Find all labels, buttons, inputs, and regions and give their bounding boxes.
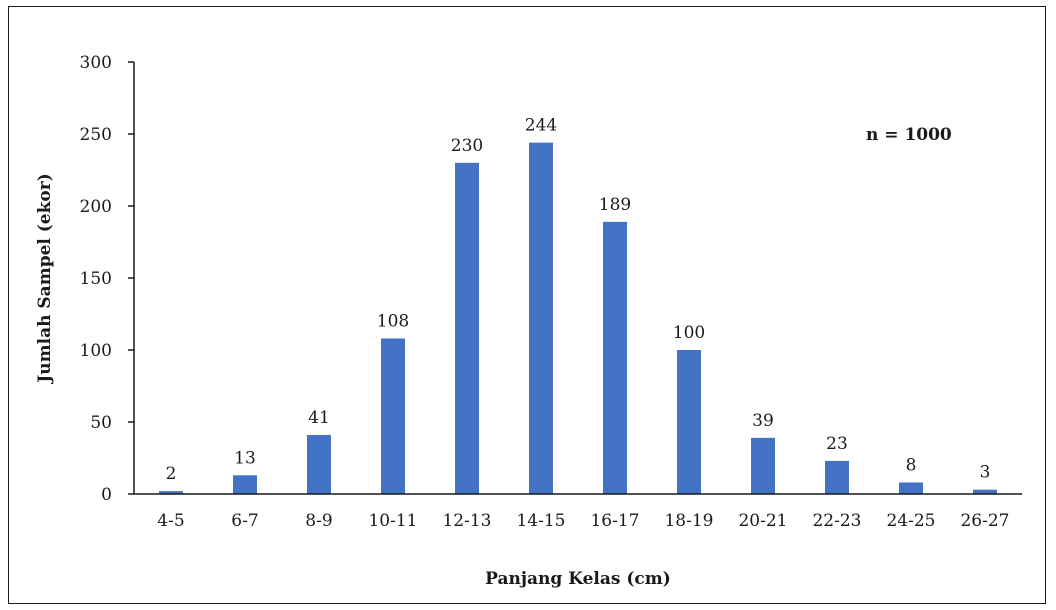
- data-label-10-11: 108: [377, 311, 409, 331]
- x-tick-label-8-9: 8-9: [305, 511, 332, 531]
- bar-24-25: [899, 482, 923, 494]
- bar-4-5: [159, 491, 183, 494]
- y-tick-label: 200: [80, 197, 112, 217]
- bar-20-21: [751, 437, 775, 494]
- sample-size-annotation: n = 1000: [866, 125, 952, 145]
- x-tick-label-16-17: 16-17: [590, 511, 639, 531]
- x-tick-label-6-7: 6-7: [231, 511, 258, 531]
- x-tick-label-26-27: 26-27: [960, 511, 1009, 531]
- x-tick-label-4-5: 4-5: [157, 511, 184, 531]
- bar-14-15: [529, 142, 553, 494]
- x-tick-label-14-15: 14-15: [516, 511, 565, 531]
- y-axis-title: Jumlah Sampel (ekor): [35, 173, 55, 384]
- bar-10-11: [381, 338, 405, 494]
- y-tick-label: 300: [80, 53, 112, 73]
- x-tick-label-18-19: 18-19: [664, 511, 713, 531]
- data-label-18-19: 100: [673, 323, 705, 343]
- y-tick-label: 150: [80, 269, 112, 289]
- data-label-16-17: 189: [599, 195, 631, 215]
- y-tick-label: 250: [80, 125, 112, 145]
- x-tick-label-10-11: 10-11: [368, 511, 417, 531]
- y-tick-label: 50: [90, 413, 112, 433]
- x-axis-title: Panjang Kelas (cm): [485, 569, 671, 589]
- data-labels-layer: 2 13 41 108 230 244 189 100 39 23 8 3: [166, 116, 991, 484]
- x-tick-label-12-13: 12-13: [442, 511, 491, 531]
- x-tick-label-20-21: 20-21: [738, 511, 787, 531]
- x-tick-label-22-23: 22-23: [812, 511, 861, 531]
- bar-12-13: [455, 162, 479, 495]
- data-label-8-9: 41: [308, 408, 330, 428]
- data-label-14-15: 244: [525, 116, 557, 136]
- data-label-12-13: 230: [451, 136, 483, 156]
- data-label-4-5: 2: [166, 464, 177, 484]
- bar-22-23: [825, 460, 849, 494]
- y-axis-ticks: 0 50 100 150 200 250 300: [80, 53, 134, 505]
- x-tick-label-24-25: 24-25: [886, 511, 935, 531]
- bar-26-27: [973, 489, 997, 494]
- data-label-20-21: 39: [752, 411, 774, 431]
- x-axis-ticks: 4-5 6-7 8-9 10-11 12-13 14-15 16-17 18-19 20-21 2…: [157, 511, 1009, 531]
- data-label-26-27: 3: [980, 463, 991, 483]
- data-label-22-23: 23: [826, 434, 848, 454]
- y-tick-label: 0: [101, 485, 112, 505]
- data-label-24-25: 8: [906, 455, 917, 475]
- data-label-6-7: 13: [234, 448, 256, 468]
- bar-18-19: [677, 350, 701, 494]
- chart-frame: [8, 6, 1046, 604]
- bars-layer: [159, 142, 997, 495]
- bar-6-7: [233, 475, 257, 494]
- y-tick-label: 100: [80, 341, 112, 361]
- bar-8-9: [307, 434, 331, 494]
- bar-16-17: [603, 221, 627, 494]
